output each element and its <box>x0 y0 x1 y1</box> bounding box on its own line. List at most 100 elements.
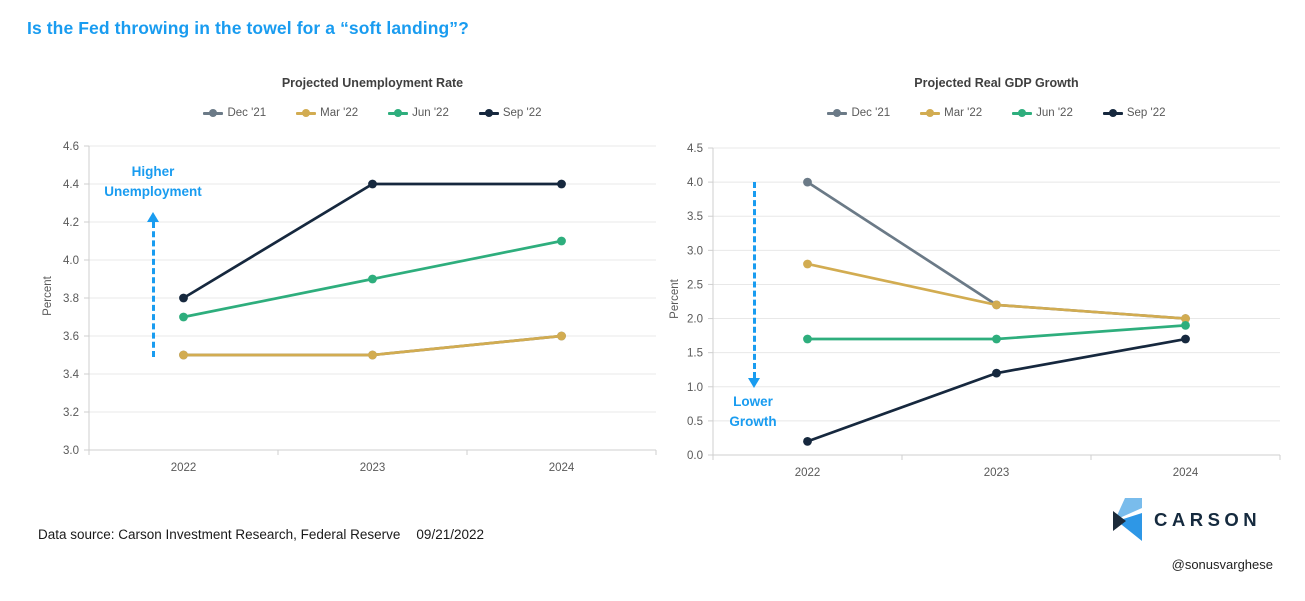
arrow-shaft <box>151 222 155 357</box>
data-point <box>368 274 377 284</box>
series-mar-22 <box>179 331 566 360</box>
annotation-line: Growth <box>729 414 777 429</box>
legend-label: Dec '21 <box>227 107 267 119</box>
y-axis-label: Percent <box>669 279 681 319</box>
data-point <box>803 334 812 344</box>
series-sep-22 <box>179 179 566 303</box>
data-source-date: 09/21/2022 <box>416 527 484 542</box>
series-line <box>807 262 1186 320</box>
y-tick-label: 4.0 <box>63 255 79 267</box>
legend-item-jun-22: Jun '22 <box>388 107 449 119</box>
data-source-text: Data source: Carson Investment Research,… <box>38 527 401 542</box>
arrowhead-up <box>147 212 159 222</box>
y-tick-label: 3.2 <box>63 407 79 419</box>
legend-marker-icon <box>827 109 848 117</box>
data-point <box>803 259 812 269</box>
data-point <box>368 350 377 360</box>
data-point <box>1181 314 1190 323</box>
arrow-shaft <box>752 182 756 378</box>
legend-item-mar-22: Mar '22 <box>296 107 358 119</box>
unemployment-chart: Projected Unemployment Rate Dec '21 Mar '… <box>0 70 660 500</box>
series-sep-22 <box>803 334 1190 446</box>
legend-item-sep-22: Sep '22 <box>1102 107 1166 119</box>
data-point <box>1181 320 1190 330</box>
legend-item-dec-21: Dec '21 <box>203 107 266 119</box>
y-tick-label: 1.5 <box>687 348 703 360</box>
data-source-note: Data source: Carson Investment Research,… <box>38 527 484 542</box>
y-tick-label: 3.0 <box>63 445 79 457</box>
y-tick-label: 1.0 <box>687 382 703 394</box>
annotation-line: Higher <box>131 164 175 179</box>
legend-marker-icon <box>203 109 224 117</box>
annotation-higher-unemployment: Higher Unemployment <box>43 162 263 202</box>
annotation-lower-growth: Lower Growth <box>683 392 823 432</box>
annotation-line: Unemployment <box>104 184 202 199</box>
plot-area: 3.0 3.2 3.4 3.6 3.8 4.0 4.2 4.4 4.6 2022 2023 2024 <box>63 141 657 474</box>
data-point <box>992 334 1001 344</box>
series-line <box>807 337 1186 443</box>
legend-item-jun-22: Jun '22 <box>1012 107 1073 119</box>
data-point <box>179 293 188 303</box>
x-tick-label: 2023 <box>984 467 1010 479</box>
carson-logo: CARSON <box>1112 497 1261 543</box>
legend-label: Mar '22 <box>320 107 359 119</box>
legend-label: Jun '22 <box>412 107 449 119</box>
data-point <box>992 300 1001 310</box>
data-point <box>557 179 566 189</box>
legend-label: Mar '22 <box>944 107 983 119</box>
y-tick-label: 2.0 <box>687 314 703 326</box>
data-point <box>1181 334 1190 344</box>
data-point <box>368 179 377 189</box>
y-tick-label: 4.6 <box>63 141 79 153</box>
data-point <box>803 436 812 446</box>
y-tick-label: 2.5 <box>687 279 703 291</box>
arrowhead-down <box>748 378 760 388</box>
chart-title: Projected Unemployment Rate <box>281 76 464 90</box>
y-tick-label: 4.2 <box>63 217 79 229</box>
series-jun-22 <box>179 236 566 322</box>
legend-label: Jun '22 <box>1036 107 1073 119</box>
chart-legend: Dec '21 Mar '22 Jun '22 Sep '22 <box>89 107 656 119</box>
y-axis-label: Percent <box>42 276 54 316</box>
y-tick-label: 3.5 <box>687 211 703 223</box>
x-tick-label: 2023 <box>360 462 386 474</box>
legend-marker-icon <box>1102 109 1123 117</box>
series-mar-22 <box>803 259 1190 323</box>
legend-label: Sep '22 <box>502 107 542 119</box>
x-tick-label: 2024 <box>1173 467 1199 479</box>
x-tick-label: 2022 <box>795 467 821 479</box>
x-tick-label: 2024 <box>549 462 575 474</box>
y-tick-label: 4.5 <box>687 143 703 155</box>
page-title: Is the Fed throwing in the towel for a “… <box>27 18 469 38</box>
data-point <box>992 368 1001 378</box>
legend-marker-icon <box>388 109 409 117</box>
up-arrow-icon <box>146 212 160 357</box>
y-tick-label: 4.4 <box>63 179 80 191</box>
data-point <box>179 350 188 360</box>
legend-marker-icon <box>478 109 499 117</box>
data-point <box>557 331 566 341</box>
legend-label: Dec '21 <box>851 107 891 119</box>
y-tick-label: 3.8 <box>63 293 79 305</box>
y-tick-label: 0.0 <box>687 450 703 462</box>
data-point <box>179 312 188 322</box>
legend-item-dec-21: Dec '21 <box>827 107 890 119</box>
legend-item-sep-22: Sep '22 <box>478 107 542 119</box>
x-tick-label: 2022 <box>171 462 197 474</box>
chart-title: Projected Real GDP Growth <box>914 76 1079 90</box>
y-tick-label: 4.0 <box>687 177 703 189</box>
plot-area: 0.0 0.5 1.0 1.5 2.0 2.5 3.0 3.5 4.0 4.5 2022 2023 20… <box>687 143 1281 479</box>
data-point <box>803 177 812 187</box>
legend-marker-icon <box>920 109 941 117</box>
y-tick-label: 0.5 <box>687 416 703 428</box>
legend-label: Sep '22 <box>1126 107 1166 119</box>
carson-logo-icon <box>1113 498 1142 541</box>
carson-wordmark: CARSON <box>1154 509 1262 530</box>
chart-legend: Dec '21 Mar '22 Jun '22 Sep '22 <box>713 107 1280 119</box>
twitter-handle: @sonusvarghese <box>1171 557 1273 572</box>
annotation-line: Lower <box>733 394 773 409</box>
legend-marker-icon <box>296 109 317 117</box>
series-jun-22 <box>803 320 1190 344</box>
legend-item-mar-22: Mar '22 <box>920 107 982 119</box>
